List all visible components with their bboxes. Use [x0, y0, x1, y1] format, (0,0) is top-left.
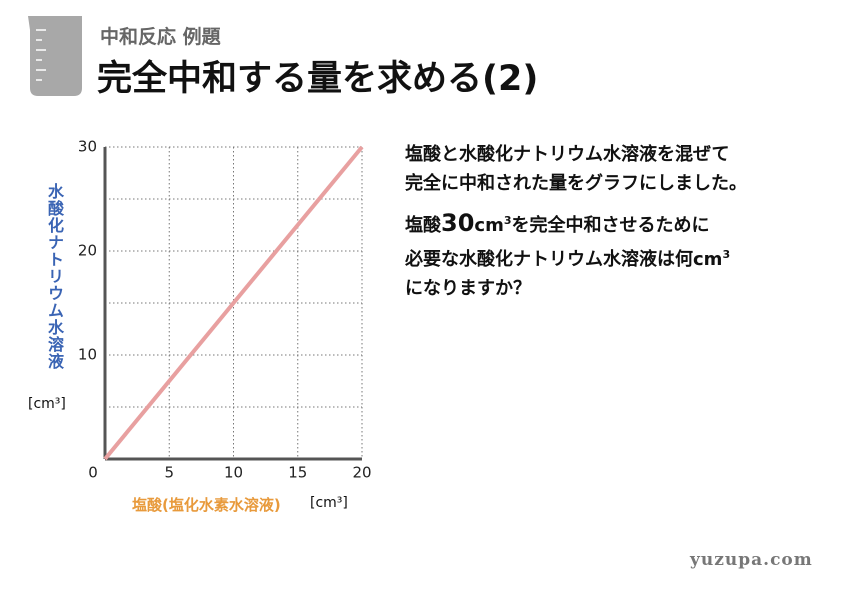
x-tick-label: 15	[288, 464, 307, 482]
line	[103, 145, 364, 461]
x-tick-label: 10	[224, 464, 243, 482]
x-axis-unit: [cm³]	[310, 495, 348, 511]
number: 30	[441, 209, 475, 237]
paragraph: 塩酸30cm3を完全中和させるために 必要な水酸化ナトリウム水溶液は何cm3 になり…	[405, 206, 747, 303]
y-axis-unit: [cm³]	[28, 396, 66, 412]
beaker-icon	[28, 16, 82, 96]
line: 完全に中和された量をグラフにしました。	[405, 173, 747, 194]
text: 必要な水酸化ナトリウム水溶液は何cm	[405, 249, 723, 270]
paragraph: 塩酸と水酸化ナトリウム水溶液を混ぜて 完全に中和された量をグラフにしました。	[405, 140, 747, 198]
text: 塩酸	[405, 215, 441, 236]
y-tick-label: 30	[78, 138, 97, 156]
x-tick-label: 0	[88, 464, 98, 482]
title: 完全中和する量を求める(2)	[97, 59, 539, 99]
text: を完全中和させるために	[511, 215, 710, 236]
x-axis-label: 塩酸(塩化水素水溶液)	[132, 496, 281, 514]
y-tick-label: 10	[78, 346, 97, 364]
y-axis-label: 水酸化ナトリウム水溶液	[45, 183, 64, 370]
unit: cm	[474, 215, 504, 236]
sup: 3	[722, 248, 731, 261]
question: 塩酸と水酸化ナトリウム水溶液を混ぜて 完全に中和された量をグラフにしました。 塩酸…	[405, 140, 747, 311]
subtitle: 中和反応 例題	[100, 26, 221, 48]
x-tick-label: 5	[164, 464, 174, 482]
x-tick-label: 20	[352, 464, 371, 482]
sup: 3	[503, 214, 512, 227]
y-tick-label: 20	[78, 242, 97, 260]
footer: yuzupa.com	[690, 550, 813, 570]
line: 塩酸と水酸化ナトリウム水溶液を混ぜて	[405, 144, 730, 165]
text: になりますか？	[405, 278, 531, 299]
